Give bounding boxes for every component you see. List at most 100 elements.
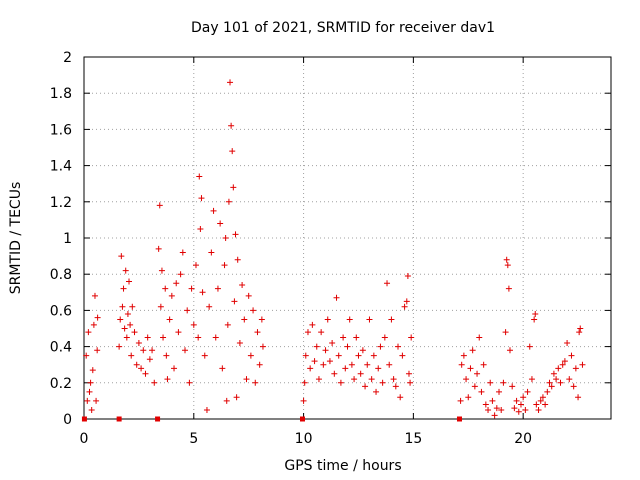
data-point (346, 316, 353, 323)
data-point (88, 406, 95, 413)
data-point (223, 397, 230, 404)
plot-frame (83, 56, 612, 420)
data-point (329, 339, 336, 346)
data-point (155, 245, 162, 252)
data-point (128, 352, 135, 359)
data-point (381, 334, 388, 341)
data-point (457, 397, 464, 404)
data-point (456, 416, 462, 422)
data-point (480, 361, 487, 368)
data-point (368, 376, 375, 383)
data-point (208, 249, 215, 256)
data-point (307, 365, 314, 372)
data-point (485, 406, 492, 413)
data-point (119, 303, 126, 310)
data-point (144, 334, 151, 341)
data-point (304, 329, 311, 336)
data-point (489, 397, 496, 404)
data-point (203, 406, 210, 413)
data-point (195, 334, 202, 341)
x-tick-label: 0 (80, 431, 89, 447)
data-point (353, 334, 360, 341)
data-point (537, 397, 544, 404)
data-point (94, 347, 101, 354)
data-point (408, 334, 415, 341)
data-point (570, 383, 577, 390)
data-point (142, 370, 149, 377)
data-point (553, 376, 560, 383)
data-point (232, 231, 239, 238)
data-point (243, 376, 250, 383)
data-point (258, 316, 265, 323)
y-tick-label: 0.4 (50, 340, 72, 356)
data-point (335, 352, 342, 359)
data-point (234, 256, 241, 263)
data-point (245, 292, 252, 299)
data-point (579, 361, 586, 368)
data-point (550, 370, 557, 377)
data-point (379, 379, 386, 386)
y-axis-label: SRMTID / TECUs (8, 182, 24, 295)
data-point (318, 329, 325, 336)
data-point (301, 379, 308, 386)
data-point (190, 321, 197, 328)
data-point (85, 329, 92, 336)
data-point (403, 298, 410, 305)
data-point (566, 376, 573, 383)
data-point (87, 379, 94, 386)
data-point (493, 405, 500, 412)
data-point (116, 416, 122, 422)
data-point (192, 262, 199, 269)
data-point (528, 376, 535, 383)
data-point (577, 325, 584, 332)
data-point (84, 397, 91, 404)
data-point (219, 365, 226, 372)
data-point (487, 379, 494, 386)
data-point (373, 388, 380, 395)
data-point (117, 316, 124, 323)
data-point (388, 316, 395, 323)
data-point (225, 198, 232, 205)
data-point (544, 388, 551, 395)
data-point (326, 358, 333, 365)
data-point (364, 361, 371, 368)
data-point (342, 365, 349, 372)
data-point (576, 329, 583, 336)
data-point (375, 365, 382, 372)
data-point (340, 334, 347, 341)
data-point (511, 405, 518, 412)
data-point (158, 267, 165, 274)
data-point (90, 321, 97, 328)
data-point (555, 365, 562, 372)
data-point (83, 352, 90, 359)
data-point (126, 278, 133, 285)
data-point (478, 388, 485, 395)
data-point (546, 379, 553, 386)
y-tick-label: 1.8 (50, 86, 72, 102)
x-tick-label: 10 (295, 431, 313, 447)
data-point (359, 347, 366, 354)
data-point (557, 379, 564, 386)
y-tick-label: 0.8 (50, 267, 72, 283)
data-point (344, 343, 351, 350)
data-point (348, 361, 355, 368)
data-point (149, 347, 156, 354)
x-tick-label: 20 (514, 431, 532, 447)
data-point (229, 148, 236, 155)
data-point (131, 329, 138, 336)
data-point (198, 195, 205, 202)
data-point (467, 365, 474, 372)
data-point (533, 401, 540, 408)
y-tick-label: 0 (63, 412, 72, 428)
data-point (505, 285, 512, 292)
data-point (162, 285, 169, 292)
data-point (469, 347, 476, 354)
data-point (124, 311, 131, 318)
data-point (214, 285, 221, 292)
data-point (164, 376, 171, 383)
data-point (241, 316, 248, 323)
data-point (465, 394, 472, 401)
data-point (482, 401, 489, 408)
data-point (513, 397, 520, 404)
data-point (256, 361, 263, 368)
